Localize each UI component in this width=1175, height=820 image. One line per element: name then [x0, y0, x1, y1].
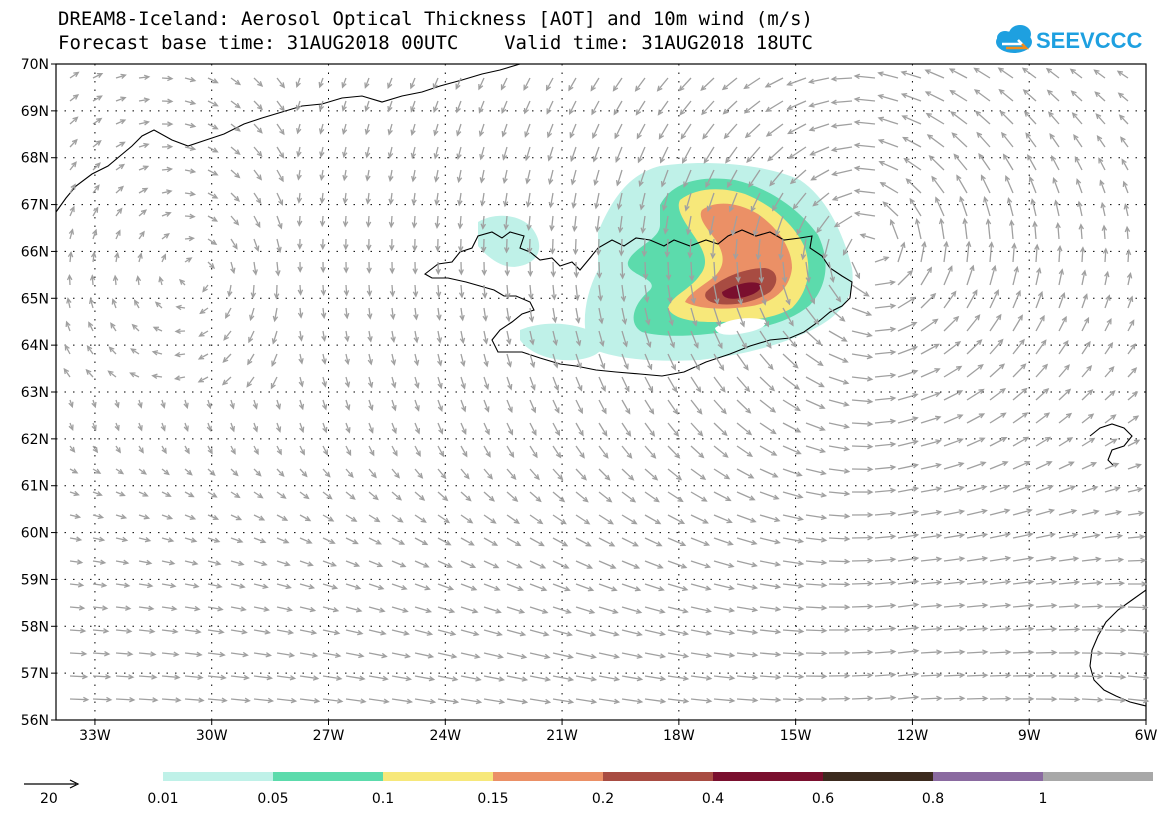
wind-reference-label: 20 — [40, 791, 58, 807]
lon-tick-label: 18W — [663, 728, 695, 744]
lon-tick-label: 12W — [897, 728, 929, 744]
legend-color-swatch — [163, 772, 273, 781]
legend-level-label: 0.4 — [702, 791, 724, 807]
legend-level-label: 0.1 — [372, 791, 394, 807]
lat-tick-label: 58N — [21, 619, 49, 635]
legend-color-swatch — [933, 772, 1043, 781]
legend-color-swatch — [713, 772, 823, 781]
iceland-coastline — [424, 229, 853, 377]
lat-tick-label: 68N — [21, 151, 49, 167]
legend-level-label: 0.01 — [147, 791, 178, 807]
lon-tick-label: 33W — [79, 728, 111, 744]
lon-tick-label: 21W — [546, 728, 578, 744]
lon-tick-label: 24W — [429, 728, 461, 744]
lon-tick-label: 30W — [196, 728, 228, 744]
aot-0.01-hole — [715, 318, 766, 335]
seevccc-logo: SEEVCCC — [996, 25, 1142, 53]
faroe-islands-coastline — [1089, 423, 1133, 467]
lat-tick-label: 57N — [21, 666, 49, 682]
logo-text: SEEVCCC — [1036, 28, 1142, 53]
lat-tick-label: 62N — [21, 432, 49, 448]
legend-color-swatch — [383, 772, 493, 781]
legend-color-swatch — [823, 772, 933, 781]
lon-tick-label: 6W — [1135, 728, 1158, 744]
lon-tick-label: 27W — [313, 728, 345, 744]
legend-color-swatch — [1043, 772, 1153, 781]
wind-reference: 20 — [24, 779, 80, 807]
legend-level-label: 0.6 — [812, 791, 834, 807]
map-title: DREAM8-Iceland: Aerosol Optical Thicknes… — [58, 8, 813, 30]
aot-color-legend: 0.01 0.05 0.1 0.15 0.2 0.4 0.6 0.8 1 — [147, 772, 1153, 807]
aot-0.01-region-south — [520, 323, 604, 361]
legend-area: 20 0.01 0.05 0.1 0.15 0.2 0.4 0.6 0.8 1 — [24, 772, 1153, 807]
greenland-coastline — [55, 63, 521, 213]
cloud-logo-icon — [996, 25, 1032, 53]
aot-0.01-region-west — [478, 215, 540, 267]
lat-tick-label: 67N — [21, 198, 49, 214]
lat-tick-label: 65N — [21, 291, 49, 307]
aot-wind-map: 33W 30W 27W 24W 21W 18W 15W 12W 9W 6W 70N 69N 68N 67N… — [21, 57, 1158, 744]
legend-level-label: 1 — [1039, 791, 1048, 807]
legend-color-swatch — [493, 772, 603, 781]
lat-tick-label: 70N — [21, 57, 49, 73]
lat-tick-label: 66N — [21, 244, 49, 260]
axis-ticks: 33W 30W 27W 24W 21W 18W 15W 12W 9W 6W 70N 69N 68N 67N… — [21, 57, 1158, 744]
lat-tick-label: 63N — [21, 385, 49, 401]
forecast-times: Forecast base time: 31AUG2018 00UTC Vali… — [58, 32, 813, 54]
lon-tick-label: 15W — [780, 728, 812, 744]
legend-color-swatch — [273, 772, 383, 781]
legend-level-label: 0.2 — [592, 791, 614, 807]
lat-tick-label: 69N — [21, 104, 49, 120]
legend-level-label: 0.05 — [257, 791, 288, 807]
legend-level-label: 0.8 — [922, 791, 944, 807]
wind-vectors — [63, 67, 1150, 705]
lat-tick-label: 64N — [21, 338, 49, 354]
legend-level-label: 0.15 — [477, 791, 508, 807]
lat-tick-label: 60N — [21, 526, 49, 542]
lon-tick-label: 9W — [1018, 728, 1041, 744]
aot-contours — [478, 162, 853, 361]
lat-tick-label: 59N — [21, 572, 49, 588]
legend-color-swatch — [603, 772, 713, 781]
lat-tick-label: 56N — [21, 713, 49, 729]
aot-0.4-region — [722, 282, 761, 299]
lat-tick-label: 61N — [21, 479, 49, 495]
